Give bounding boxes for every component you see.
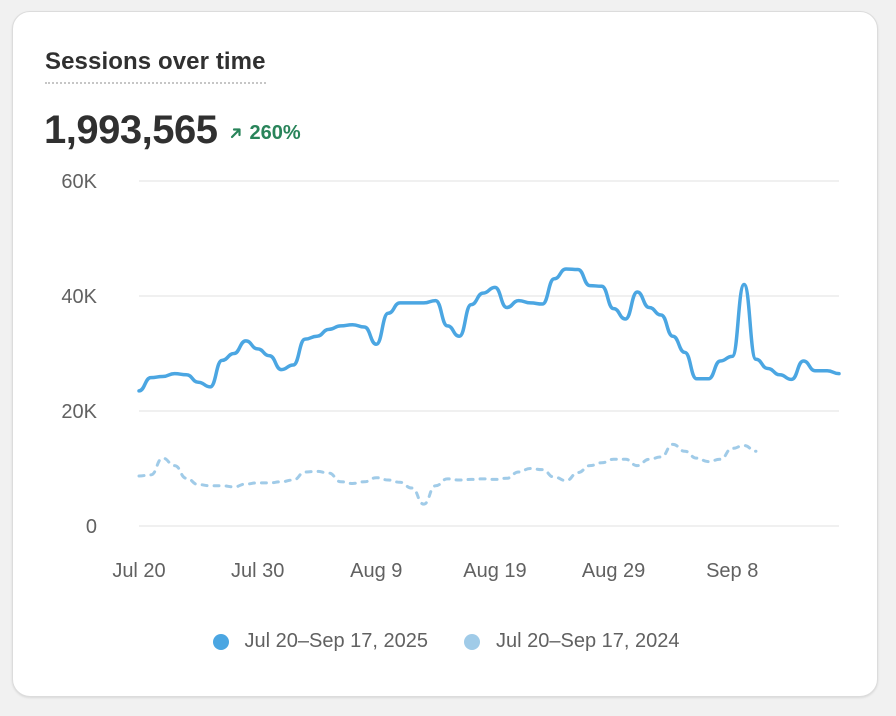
legend-item-current[interactable]: Jul 20–Sep 17, 2025: [212, 630, 429, 653]
y-tick-label: 20K: [61, 401, 97, 423]
legend-swatch-previous: [464, 633, 480, 650]
y-tick-label: 60K: [61, 171, 97, 193]
x-tick-label: Aug 9: [350, 560, 402, 582]
x-tick-label: Jul 20: [112, 560, 165, 582]
change-percent: 260%: [249, 121, 301, 144]
arrow-up-right-icon: [231, 128, 242, 139]
change-badge: 260%: [229, 121, 301, 145]
legend-label-current: Jul 20–Sep 17, 2025: [244, 630, 429, 652]
y-tick-label: 0: [86, 516, 97, 538]
series-line-2025: [137, 267, 841, 393]
chart-legend: Jul 20–Sep 17, 2025 Jul 20–Sep 17, 2024: [13, 630, 879, 653]
sessions-line-chart: 0 20K 40K 60K Jul 20 Jul 30 Aug 9 Aug 19 Aug 29 S…: [61, 171, 841, 582]
x-tick-label: Jul 30: [231, 560, 284, 582]
y-tick-label: 40K: [61, 286, 97, 308]
x-tick-label: Aug 29: [582, 560, 645, 582]
x-tick-label: Aug 19: [463, 560, 526, 582]
card-title[interactable]: Sessions over time: [45, 48, 266, 84]
series-line-2024: [137, 442, 758, 506]
legend-label-previous: Jul 20–Sep 17, 2024: [496, 630, 680, 652]
sessions-card: Sessions over time 1,993,565 260% 0 20K 40…: [12, 11, 878, 697]
x-tick-label: Sep 8: [706, 560, 758, 582]
total-row: 1,993,565 260%: [44, 106, 301, 154]
legend-swatch-current: [212, 633, 229, 650]
total-sessions: 1,993,565: [44, 108, 218, 152]
legend-item-previous[interactable]: Jul 20–Sep 17, 2024: [464, 630, 680, 653]
